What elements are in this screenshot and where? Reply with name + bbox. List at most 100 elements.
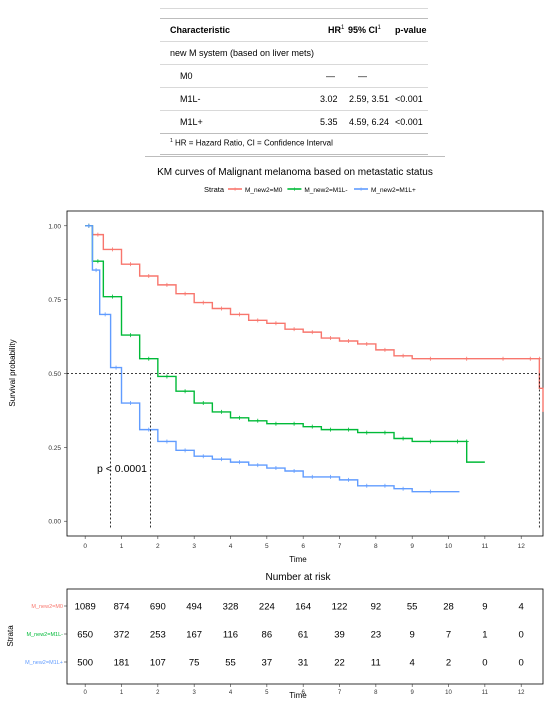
censor-mark bbox=[183, 291, 188, 296]
survival-curves bbox=[85, 223, 544, 494]
risk-count: 86 bbox=[262, 630, 273, 641]
table-top-rule bbox=[160, 8, 428, 9]
table-footnote-row: 1 HR = Hazard Ratio, CI = Confidence Int… bbox=[160, 133, 428, 155]
x-tick-label: 11 bbox=[481, 543, 488, 550]
risk-count: 2 bbox=[446, 658, 451, 669]
risk-count: 39 bbox=[334, 630, 345, 641]
censor-mark bbox=[401, 436, 406, 441]
risk-count: 61 bbox=[298, 630, 309, 641]
chart-title: KM curves of Malignant melanoma based on… bbox=[157, 167, 433, 178]
censor-mark bbox=[146, 356, 151, 361]
risk-count: 4 bbox=[410, 658, 415, 669]
row-label: M1L+ bbox=[180, 117, 203, 127]
censor-mark bbox=[273, 421, 278, 426]
censor-mark bbox=[219, 457, 224, 462]
censor-mark bbox=[86, 223, 91, 228]
risk-count: 55 bbox=[407, 602, 418, 613]
risk-table-panel bbox=[66, 588, 544, 685]
censor-mark bbox=[537, 356, 542, 361]
legend-entry: M_new2=M0 bbox=[245, 187, 283, 194]
row-ci: 4.59, 6.24 bbox=[349, 117, 390, 127]
x-tick-label: 9 bbox=[410, 543, 414, 550]
risk-x-tick-label: 8 bbox=[374, 690, 378, 696]
censor-mark bbox=[237, 415, 242, 420]
risk-count: 181 bbox=[114, 658, 130, 669]
survival-curve bbox=[85, 225, 544, 412]
censor-mark bbox=[128, 333, 133, 338]
x-tick-label: 10 bbox=[445, 543, 453, 550]
censor-mark bbox=[346, 477, 351, 482]
row-ci: 2.59, 3.51 bbox=[349, 94, 390, 104]
censor-mark bbox=[183, 389, 188, 394]
risk-table-title: Number at risk bbox=[265, 572, 331, 583]
risk-x-tick-label: 11 bbox=[482, 690, 489, 696]
risk-x-tick-label: 12 bbox=[518, 690, 525, 696]
y-axis-label: Survival probability bbox=[8, 339, 17, 406]
censor-mark bbox=[401, 353, 406, 358]
header-pvalue: p-value bbox=[395, 25, 427, 35]
risk-count: 122 bbox=[332, 602, 348, 613]
y-tick-label: 1.00 bbox=[48, 223, 61, 230]
censor-mark bbox=[201, 401, 206, 406]
risk-row-label: M_new2=M1L+ bbox=[25, 660, 63, 666]
legend-marker: + bbox=[292, 187, 296, 194]
censor-mark bbox=[201, 454, 206, 459]
x-tick-label: 2 bbox=[156, 543, 160, 550]
risk-table: M_new2=M0 1089 874 690 494 328 224 164 122 92 55 28… bbox=[25, 602, 525, 697]
risk-count: 37 bbox=[262, 658, 273, 669]
risk-count: 164 bbox=[295, 602, 311, 613]
row-p: <0.001 bbox=[395, 117, 423, 127]
risk-count: 690 bbox=[150, 602, 166, 613]
censor-mark bbox=[346, 427, 351, 432]
censor-mark bbox=[292, 469, 297, 473]
censor-mark bbox=[255, 418, 260, 423]
risk-count: 500 bbox=[77, 658, 93, 669]
x-tick-label: 7 bbox=[338, 543, 342, 550]
censor-mark bbox=[164, 374, 169, 379]
separator-line bbox=[145, 156, 445, 157]
censor-mark bbox=[310, 330, 315, 335]
censor-mark bbox=[310, 424, 315, 429]
risk-count: 0 bbox=[519, 658, 524, 669]
censor-mark bbox=[401, 486, 406, 491]
censor-mark bbox=[183, 448, 188, 453]
legend-marker: + bbox=[233, 187, 237, 194]
censor-mark bbox=[114, 365, 119, 370]
censor-mark bbox=[528, 356, 533, 361]
y-tick-label: 0.00 bbox=[48, 519, 61, 526]
censor-mark bbox=[273, 321, 278, 326]
risk-count: 116 bbox=[223, 630, 238, 641]
risk-count: 75 bbox=[189, 658, 200, 669]
y-tick-label: 0.75 bbox=[48, 297, 61, 304]
table-row: M1L+ 5.35 4.59, 6.24 <0.001 bbox=[160, 110, 428, 133]
risk-y-label: Strata bbox=[6, 625, 15, 647]
table-row: M1L- 3.02 2.59, 3.51 <0.001 bbox=[160, 87, 428, 110]
censor-mark bbox=[255, 318, 260, 323]
censor-mark bbox=[219, 306, 224, 311]
row-hr: 5.35 bbox=[320, 117, 338, 127]
censor-mark bbox=[128, 401, 133, 406]
censor-mark bbox=[237, 312, 242, 317]
risk-count: 167 bbox=[186, 630, 202, 641]
risk-count: 107 bbox=[150, 658, 166, 669]
censor-mark bbox=[364, 483, 369, 488]
censor-mark bbox=[310, 474, 315, 479]
risk-row-label: M_new2=M0 bbox=[31, 604, 63, 610]
risk-count: 9 bbox=[410, 630, 415, 641]
row-label: M1L- bbox=[180, 94, 201, 104]
legend-entry: M_new2=M1L- bbox=[304, 187, 347, 194]
censor-mark bbox=[273, 466, 278, 471]
legend-marker: + bbox=[359, 187, 363, 194]
censor-mark bbox=[428, 356, 433, 361]
risk-count: 650 bbox=[77, 630, 93, 641]
risk-count: 11 bbox=[371, 658, 381, 669]
table-footnote: 1 HR = Hazard Ratio, CI = Confidence Int… bbox=[170, 138, 333, 148]
x-axis-label: Time bbox=[289, 555, 307, 564]
censor-mark bbox=[501, 356, 506, 361]
x-tick-label: 4 bbox=[229, 543, 233, 550]
censor-mark bbox=[95, 259, 100, 264]
censor-mark bbox=[328, 336, 333, 341]
hazard-ratio-table: Characteristic HR1 95% CI1 p-value new M… bbox=[160, 18, 428, 155]
table-header-row: Characteristic HR1 95% CI1 p-value bbox=[160, 18, 428, 41]
risk-count: 7 bbox=[446, 630, 451, 641]
